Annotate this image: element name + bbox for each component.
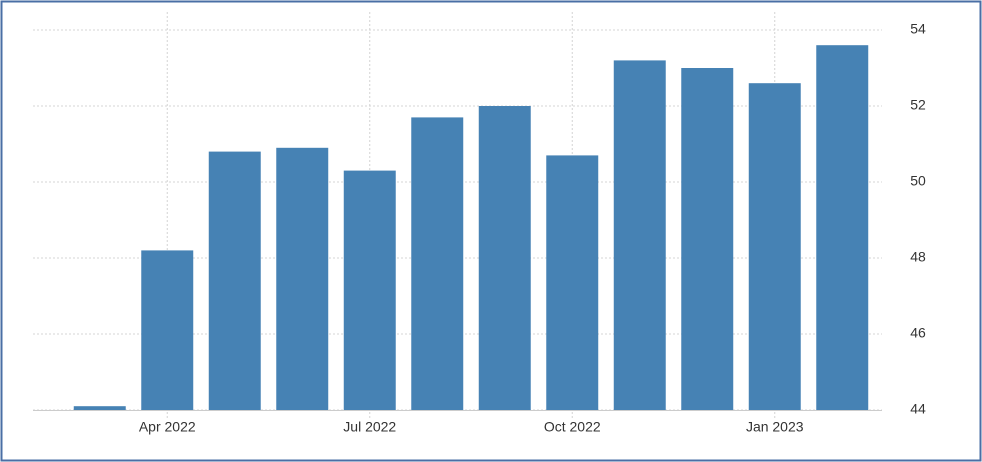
y-tick-label: 48 bbox=[910, 249, 926, 265]
x-tick-label: Jul 2022 bbox=[343, 419, 396, 435]
bar bbox=[141, 250, 194, 410]
x-tick-label: Oct 2022 bbox=[544, 419, 601, 435]
bar bbox=[748, 83, 801, 410]
bar bbox=[546, 155, 599, 410]
bar bbox=[276, 147, 329, 411]
x-tick-label: Jan 2023 bbox=[746, 419, 804, 435]
bar bbox=[411, 117, 464, 411]
bar bbox=[681, 68, 734, 410]
bar bbox=[208, 151, 261, 410]
bar bbox=[73, 406, 126, 410]
bar bbox=[478, 106, 531, 410]
bar bbox=[343, 170, 396, 410]
y-tick-label: 52 bbox=[910, 97, 926, 113]
y-tick-label: 50 bbox=[910, 173, 926, 189]
bar bbox=[613, 60, 666, 411]
y-tick-label: 44 bbox=[910, 401, 926, 417]
x-tick-label: Apr 2022 bbox=[139, 419, 196, 435]
y-tick-label: 54 bbox=[910, 21, 926, 37]
bar bbox=[816, 45, 869, 410]
y-tick-label: 46 bbox=[910, 325, 926, 341]
